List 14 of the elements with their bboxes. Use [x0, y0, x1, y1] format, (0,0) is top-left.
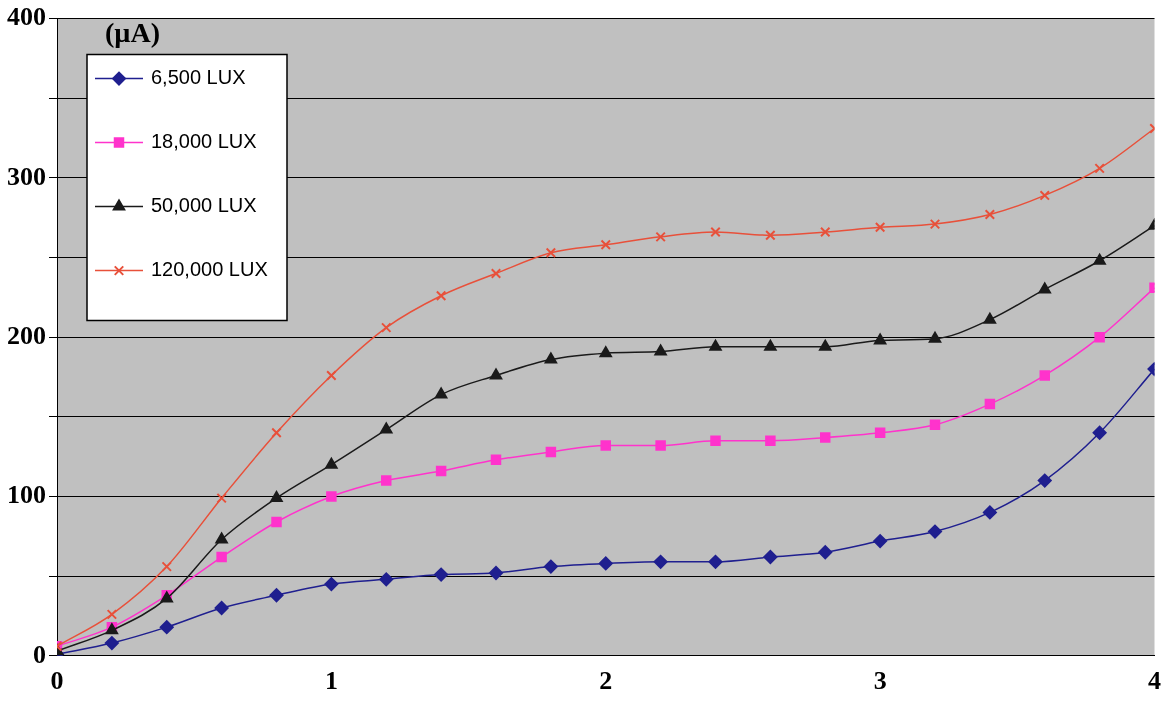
- y-axis-title: (µA): [105, 16, 161, 48]
- legend-label: 50,000 LUX: [151, 194, 257, 217]
- y-tick-label: 300: [7, 161, 46, 191]
- x-tick-label: 4: [1148, 666, 1161, 696]
- y-tick-label: 200: [7, 320, 46, 350]
- x-tick-label: 3: [873, 666, 887, 696]
- legend-label: 120,000 LUX: [151, 258, 268, 281]
- y-tick-label: 0: [33, 639, 46, 669]
- legend-label: 6,500 LUX: [151, 66, 246, 89]
- y-tick-label: 100: [7, 480, 46, 510]
- x-tick-label: 2: [599, 666, 613, 696]
- x-tick-label: 1: [324, 666, 338, 696]
- legend-label: 18,000 LUX: [151, 130, 257, 153]
- y-tick-label: 400: [7, 2, 46, 32]
